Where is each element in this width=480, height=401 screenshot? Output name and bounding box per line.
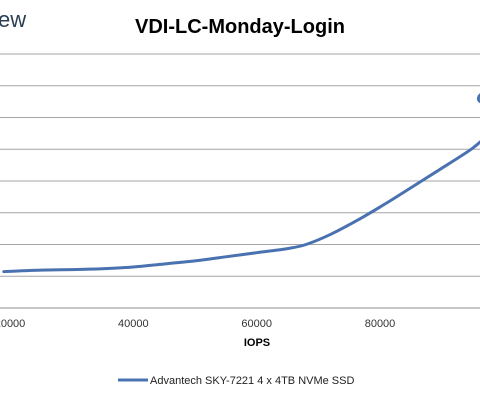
legend-label: Advantech SKY-7221 4 x 4TB NVMe SSD	[150, 375, 354, 387]
x-axis-label: IOPS	[244, 337, 270, 349]
x-tick-label: 60000	[241, 318, 272, 330]
x-tick-label: 40000	[118, 318, 149, 330]
series-lines	[2, 93, 480, 274]
x-tick-label: 80000	[365, 318, 396, 330]
logo-text: ew	[0, 7, 26, 32]
x-tick-labels: 20000 40000 60000 80000	[0, 318, 395, 330]
legend: Advantech SKY-7221 4 x 4TB NVMe SSD	[118, 375, 354, 387]
x-tick-label: 20000	[0, 318, 25, 330]
gridlines	[0, 53, 480, 309]
chart-title: VDI-LC-Monday-Login	[135, 16, 345, 38]
series-line	[2, 93, 480, 274]
